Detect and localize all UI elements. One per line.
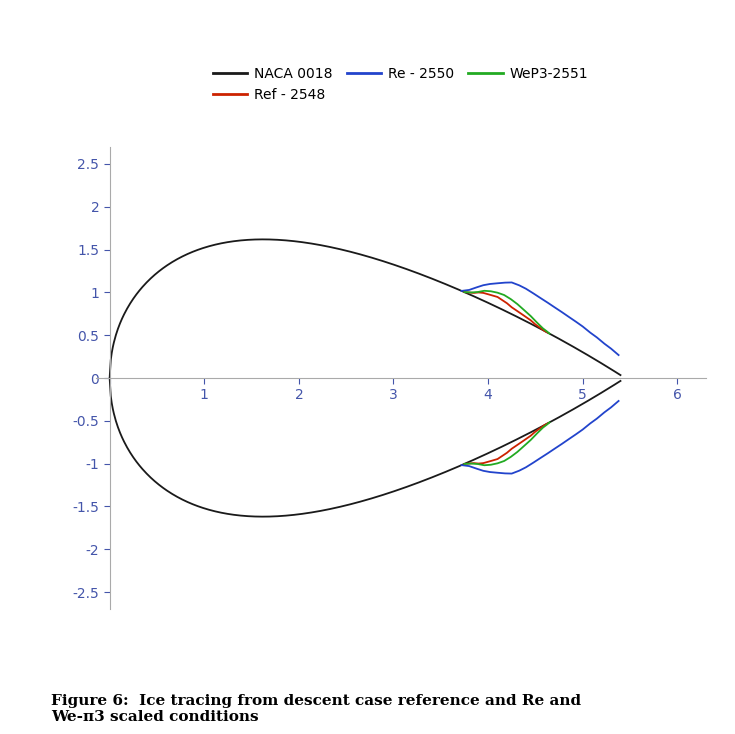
Legend: NACA 0018, Ref - 2548, Re - 2550, WeP3-2551: NACA 0018, Ref - 2548, Re - 2550, WeP3-2…: [207, 61, 594, 107]
Text: Figure 6:  Ice tracing from descent case reference and Re and
We-π3 scaled condi: Figure 6: Ice tracing from descent case …: [51, 694, 581, 724]
